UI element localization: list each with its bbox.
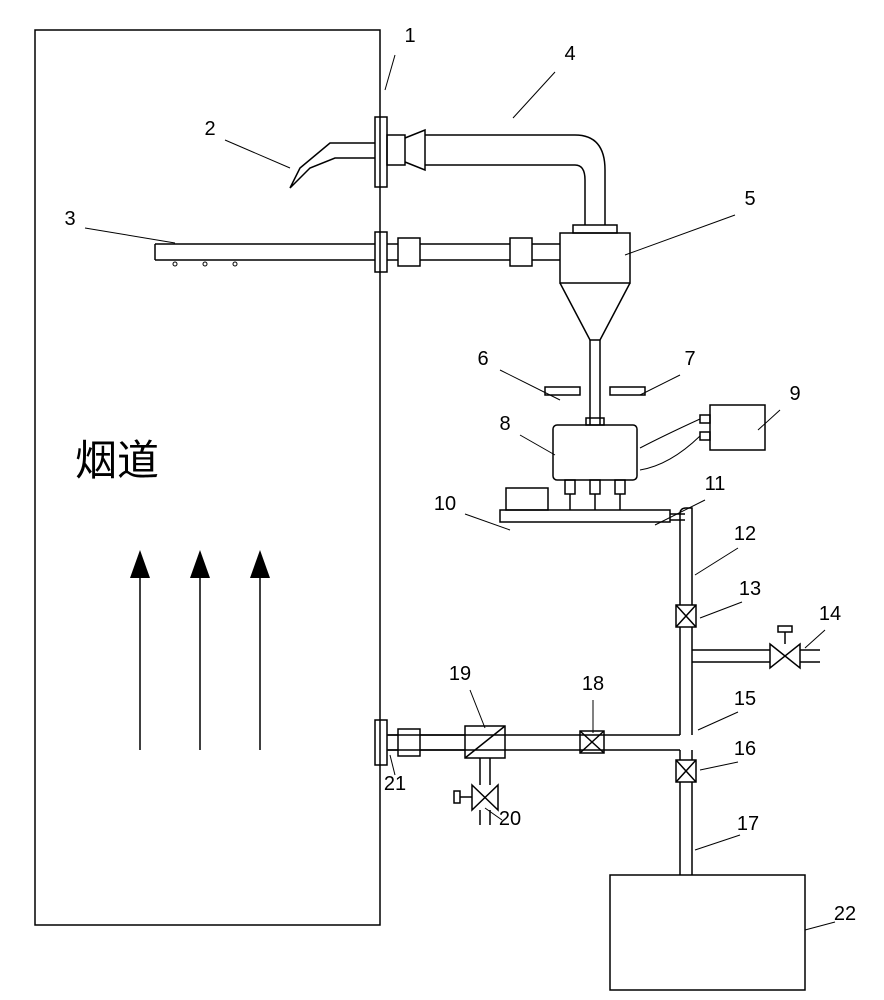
flange-1 <box>375 117 387 187</box>
callout-22: 22 <box>834 903 856 925</box>
vessel-8 <box>553 418 637 510</box>
leader-line-8 <box>520 435 555 455</box>
callout-20: 20 <box>499 808 521 830</box>
callout-16: 16 <box>734 738 756 760</box>
callout-7: 7 <box>684 348 695 370</box>
level-6-7 <box>545 387 645 395</box>
leader-line-21 <box>390 755 395 775</box>
callout-15: 15 <box>734 688 756 710</box>
leader-line-6 <box>500 370 560 400</box>
valve-13 <box>676 605 696 627</box>
callout-12: 12 <box>734 523 756 545</box>
drain-20 <box>454 758 498 825</box>
pipe-12 <box>680 508 692 605</box>
branch-3 <box>155 232 560 272</box>
leader-line-2 <box>225 140 290 168</box>
tee-15 <box>388 735 680 750</box>
callout-6: 6 <box>477 348 488 370</box>
arrow-2 <box>190 550 210 750</box>
leader-line-16 <box>700 762 738 770</box>
connector-11 <box>670 514 685 520</box>
leader-line-19 <box>470 690 485 728</box>
pipe-12b <box>680 627 692 735</box>
callout-14: 14 <box>819 603 841 625</box>
leader-line-15 <box>698 712 738 730</box>
callout-4: 4 <box>564 43 575 65</box>
sampling-probe <box>290 143 375 188</box>
callout-18: 18 <box>582 673 604 695</box>
leader-line-1 <box>385 55 395 90</box>
callout-11: 11 <box>705 473 726 495</box>
valve-16 <box>676 750 696 782</box>
leader-line-9 <box>758 410 780 430</box>
callout-13: 13 <box>739 578 761 600</box>
device-9 <box>640 405 765 470</box>
branch-14 <box>692 626 820 668</box>
callout-17: 17 <box>737 813 759 835</box>
callout-19: 19 <box>449 663 471 685</box>
pipe-4 <box>425 135 605 225</box>
leader-line-3 <box>85 228 175 243</box>
callout-2: 2 <box>204 118 215 140</box>
leader-line-4 <box>513 72 555 118</box>
filter-19 <box>465 726 505 758</box>
flue-label: 烟道 <box>75 439 159 485</box>
callout-8: 8 <box>499 413 510 435</box>
arrow-1 <box>130 550 150 750</box>
leader-line-13 <box>700 602 742 618</box>
callout-3: 3 <box>64 208 75 230</box>
flow-arrows <box>130 550 270 750</box>
arrow-3 <box>250 550 270 750</box>
pipe-17 <box>680 782 692 875</box>
leader-line-12 <box>695 548 738 575</box>
cyclone-5 <box>560 225 630 420</box>
connector-top <box>387 130 425 170</box>
leader-line-14 <box>805 630 825 648</box>
base-10 <box>500 488 670 522</box>
callout-10: 10 <box>434 493 456 515</box>
leader-line-17 <box>695 835 740 850</box>
callout-9: 9 <box>789 383 800 405</box>
return-21 <box>375 720 465 765</box>
leader-line-7 <box>640 375 680 395</box>
leader-line-22 <box>805 922 835 930</box>
callout-21: 21 <box>384 773 406 795</box>
tank-22 <box>610 875 805 990</box>
callout-1: 1 <box>404 25 415 47</box>
leader-line-5 <box>625 215 735 255</box>
callout-5: 5 <box>744 188 755 210</box>
